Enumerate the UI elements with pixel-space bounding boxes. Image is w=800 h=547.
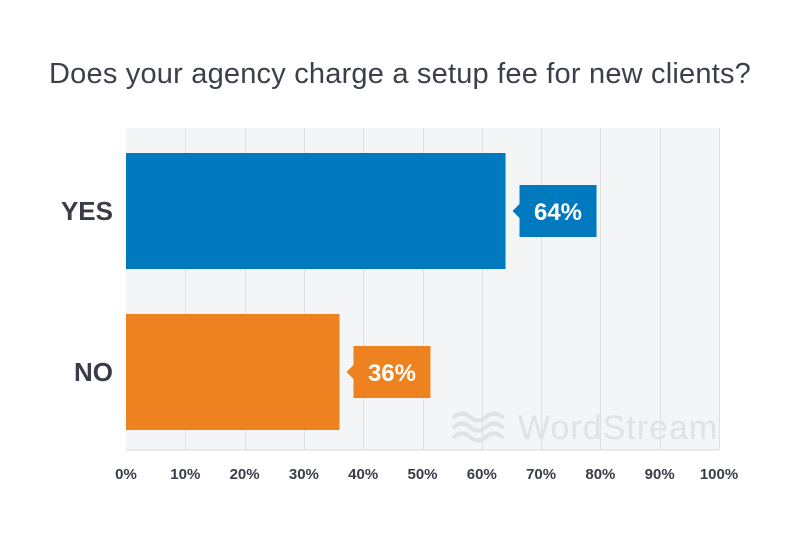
category-labels: YES NO: [61, 196, 113, 387]
chart-title: Does your agency charge a setup fee for …: [49, 58, 751, 90]
data-label-box: [512, 185, 597, 237]
data-labels: 64% 36%: [346, 185, 597, 398]
bar-no: [126, 314, 340, 430]
x-tick-label: 100%: [700, 466, 738, 483]
bars: [126, 153, 506, 430]
data-label-box: [346, 346, 431, 398]
watermark: WordStream: [452, 409, 718, 447]
data-label-text: 36%: [368, 360, 416, 387]
x-tick-label: 40%: [348, 466, 378, 483]
x-tick-label: 10%: [170, 466, 200, 483]
data-label-no: 36%: [346, 346, 431, 398]
wordstream-logo-icon: [452, 411, 504, 443]
x-tick-label: 30%: [289, 466, 319, 483]
category-label: NO: [74, 357, 113, 387]
data-label-yes: 64%: [512, 185, 597, 237]
x-tick-label: 0%: [115, 466, 137, 483]
x-tick-label: 20%: [230, 466, 260, 483]
x-tick-labels: 0% 10% 20% 30% 40% 50% 60% 70% 80% 90% 100%: [115, 466, 738, 483]
x-tick-label: 90%: [645, 466, 675, 483]
x-tick-label: 50%: [407, 466, 437, 483]
watermark-text: WordStream: [518, 409, 718, 447]
x-tick-label: 80%: [585, 466, 615, 483]
x-tick-label: 60%: [467, 466, 497, 483]
bar-yes: [126, 153, 506, 269]
x-tick-label: 70%: [526, 466, 556, 483]
category-label: YES: [61, 196, 113, 226]
data-label-text: 64%: [534, 199, 582, 226]
